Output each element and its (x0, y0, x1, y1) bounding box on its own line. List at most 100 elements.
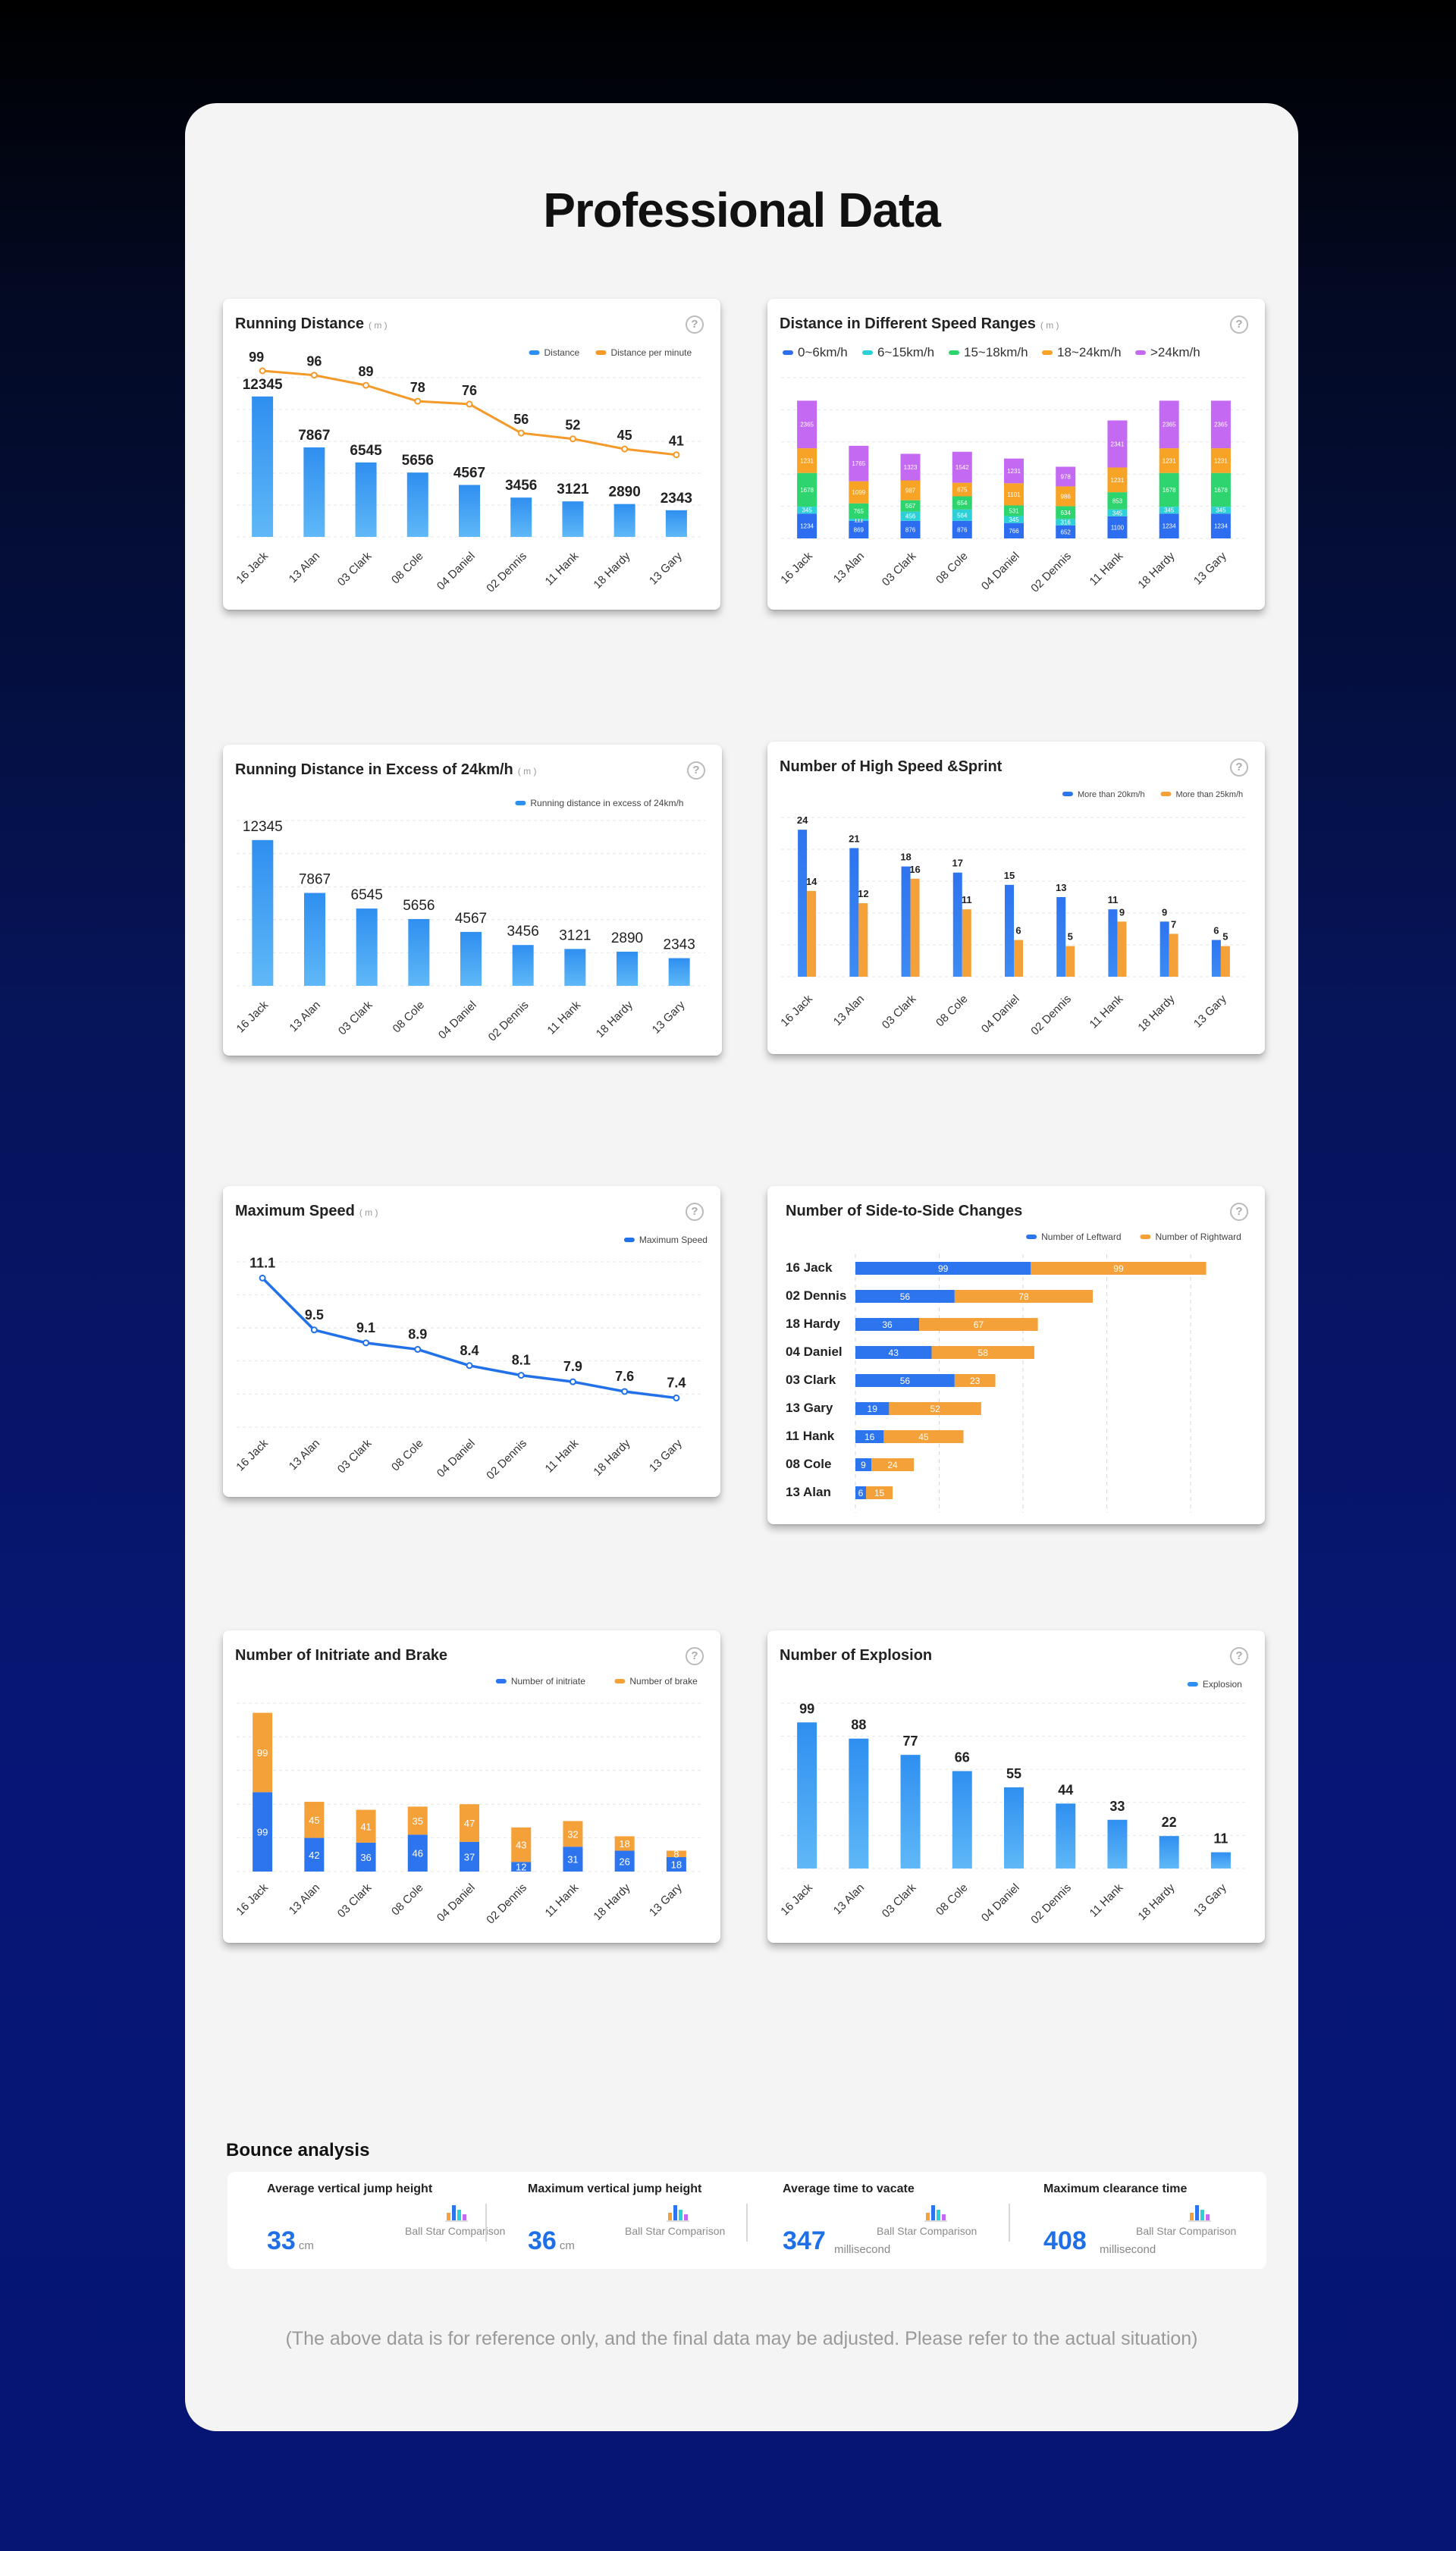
x-tick-label: 13 Gary (1191, 1881, 1229, 1919)
stacked-bar-segment (889, 1402, 981, 1415)
divider (1009, 2204, 1010, 2242)
segment-value-label: 1678 (1163, 487, 1176, 494)
line-point (414, 1345, 422, 1353)
x-tick-label: 16 Jack (234, 549, 271, 586)
stacked-bar-segment (797, 507, 817, 514)
stacked-bar-segment (855, 1318, 920, 1331)
x-tick-label: 08 Cole (934, 550, 971, 587)
bar-value-label: 3456 (507, 924, 539, 940)
bar (617, 951, 638, 986)
excess-24-card: Running Distance in Excess of 24km/h ( m … (223, 745, 722, 1056)
x-tick-label: 04 Daniel (435, 1881, 478, 1925)
stacked-bar-segment (1107, 516, 1128, 538)
line-value-label: 9.1 (356, 1320, 375, 1335)
line-point (466, 400, 473, 408)
help-circle-icon[interactable]: ? (1230, 1203, 1248, 1221)
legend-label: Number of Leftward (1041, 1232, 1121, 1242)
metric-value: 347 (783, 2226, 826, 2256)
legend-swatch (623, 1238, 635, 1242)
x-tick-label: 16 Jack (234, 1436, 271, 1473)
line-value-label: 96 (306, 354, 322, 369)
stacked-bar-segment (855, 1290, 955, 1303)
legend-label: Number of initriate (511, 1676, 585, 1687)
segment-value-label: 1231 (1007, 468, 1021, 475)
side-to-side-chart: Number of Leftward Number of Rightward 16 … (786, 1232, 1241, 1513)
chart-unit: ( m ) (359, 1207, 378, 1218)
stacked-bar-segment (855, 1374, 955, 1387)
segment-value-label: 111 (854, 517, 864, 524)
high-speed-sprint-card: Number of High Speed &Sprint ? More than… (767, 742, 1265, 1054)
legend-swatch (1042, 350, 1053, 355)
legend-label: Maximum Speed (639, 1235, 708, 1245)
y-tick-label: 16 Jack (786, 1260, 833, 1275)
help-circle-icon[interactable]: ? (686, 1647, 704, 1665)
help-circle-icon[interactable]: ? (1230, 758, 1248, 777)
help-circle-icon[interactable]: ? (686, 315, 704, 334)
segment-value-label: 1100 (1111, 524, 1125, 531)
line-point (569, 1378, 576, 1385)
line-value-label: 89 (359, 364, 374, 379)
metric-value: 408 (1043, 2226, 1087, 2256)
line-value-label: 99 (249, 350, 264, 365)
x-tick-label: 02 Dennis (1028, 993, 1074, 1038)
line-point (673, 451, 680, 459)
segment-value-label: 986 (1061, 493, 1072, 500)
bar (910, 878, 920, 977)
x-tick-label: 16 Jack (234, 998, 271, 1035)
stacked-bar-segment (304, 1802, 325, 1838)
metric-compare: Ball Star Comparison (1136, 2225, 1237, 2237)
x-tick-label: 02 Dennis (484, 1881, 529, 1927)
bounce-title: Bounce analysis (226, 2140, 370, 2160)
bar (807, 890, 817, 977)
stacked-bar-segment (460, 1841, 479, 1872)
segment-value-label: 652 (1061, 529, 1072, 535)
legend-swatch (614, 1679, 626, 1683)
legend-label: 0~6km/h (798, 345, 848, 359)
bar-value-label: 7867 (298, 428, 330, 444)
bar (1211, 940, 1221, 977)
stacked-bar-segment (1056, 506, 1076, 519)
x-tick-label: 04 Daniel (435, 1437, 478, 1480)
stacked-bar-segment (1056, 525, 1076, 538)
segment-value-label: 42 (309, 1850, 319, 1861)
stacked-bar-segment (356, 1809, 376, 1843)
stacked-bar-segment (900, 511, 921, 521)
stacked-bar-segment (1056, 519, 1076, 526)
x-tick-label: 04 Daniel (436, 999, 479, 1042)
segment-value-label: 41 (360, 1821, 371, 1832)
segment-value-label: 58 (978, 1348, 989, 1358)
x-tick-label: 04 Daniel (435, 550, 478, 593)
stacked-bar-segment (1159, 472, 1179, 507)
line-point (362, 1339, 370, 1347)
bar-value-label: 15 (1004, 870, 1015, 881)
speed-ranges-card: Distance in Different Speed Ranges( m ) … (767, 299, 1265, 610)
stacked-bar-segment (1159, 513, 1179, 538)
stacked-bar-segment (931, 1346, 1034, 1359)
x-tick-label: 16 Jack (778, 549, 815, 586)
segment-value-label: 564 (957, 512, 968, 519)
bar-value-label: 6 (1015, 925, 1021, 937)
side-to-side-card: Number of Side-to-Side Changes ? Number … (767, 1186, 1265, 1524)
bar-value-label: 5 (1222, 931, 1228, 943)
stacked-bar-segment (511, 1827, 532, 1862)
x-tick-label: 13 Alan (287, 1881, 322, 1917)
stacked-bar-segment (919, 1318, 1038, 1331)
bar (1107, 1819, 1128, 1869)
bar-value-label: 11 (1213, 1831, 1228, 1847)
help-circle-icon[interactable]: ? (1230, 1647, 1248, 1665)
help-circle-icon[interactable]: ? (687, 761, 705, 780)
help-circle-icon[interactable]: ? (1230, 315, 1248, 334)
x-tick-label: 18 Hardy (591, 549, 632, 591)
bar-value-label: 18 (900, 852, 911, 863)
bar-chart-icon (1188, 2205, 1211, 2222)
bar (1169, 933, 1178, 977)
line-point (310, 1326, 318, 1334)
icon-bar (926, 2213, 930, 2220)
x-tick-label: 13 Alan (831, 993, 867, 1028)
icon-bar (447, 2213, 450, 2220)
bar (1210, 1852, 1231, 1869)
x-tick-label: 18 Hardy (591, 1436, 632, 1478)
help-circle-icon[interactable]: ? (686, 1203, 704, 1221)
x-tick-label: 13 Alan (287, 1437, 322, 1473)
y-tick-label: 11 Hank (786, 1429, 835, 1443)
